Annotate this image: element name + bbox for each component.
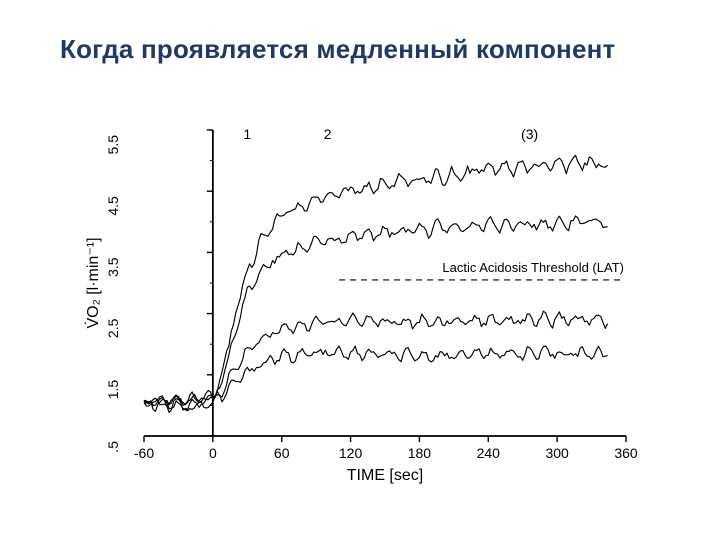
vo2-chart: .5 1.5 2.5 3.5 4.5 5.5 -60 0 60 120 180 240 300 360 TI… (80, 120, 640, 490)
y-tick-label: 4.5 (105, 196, 121, 216)
phase-label-2: 2 (324, 126, 332, 142)
y-tick-label: 1.5 (105, 380, 121, 400)
x-tick-label: 0 (209, 445, 217, 461)
x-tick-label: 60 (274, 445, 290, 461)
x-axis-label: TIME [sec] (347, 467, 423, 484)
y-tick-label: 3.5 (105, 257, 121, 277)
x-tick-label: 240 (477, 445, 501, 461)
phase-label-1: 1 (243, 126, 251, 142)
x-tick-label: 180 (408, 445, 432, 461)
y-tick-label: 2.5 (105, 318, 121, 338)
page-title: Когда проявляется медленный компонент (60, 34, 680, 65)
y-tick-label: .5 (105, 441, 121, 453)
lat-threshold-label: Lactic Acidosis Threshold (LAT) (442, 260, 624, 275)
phase-label-3: (3) (521, 126, 538, 142)
x-tick-label: 360 (614, 445, 638, 461)
y-axis-label: V̇O₂ [l·min⁻¹] (84, 237, 102, 328)
y-tick-label: 5.5 (105, 135, 121, 155)
x-tick-label: 300 (545, 445, 569, 461)
x-tick-label: -60 (134, 445, 154, 461)
x-tick-label: 120 (339, 445, 363, 461)
